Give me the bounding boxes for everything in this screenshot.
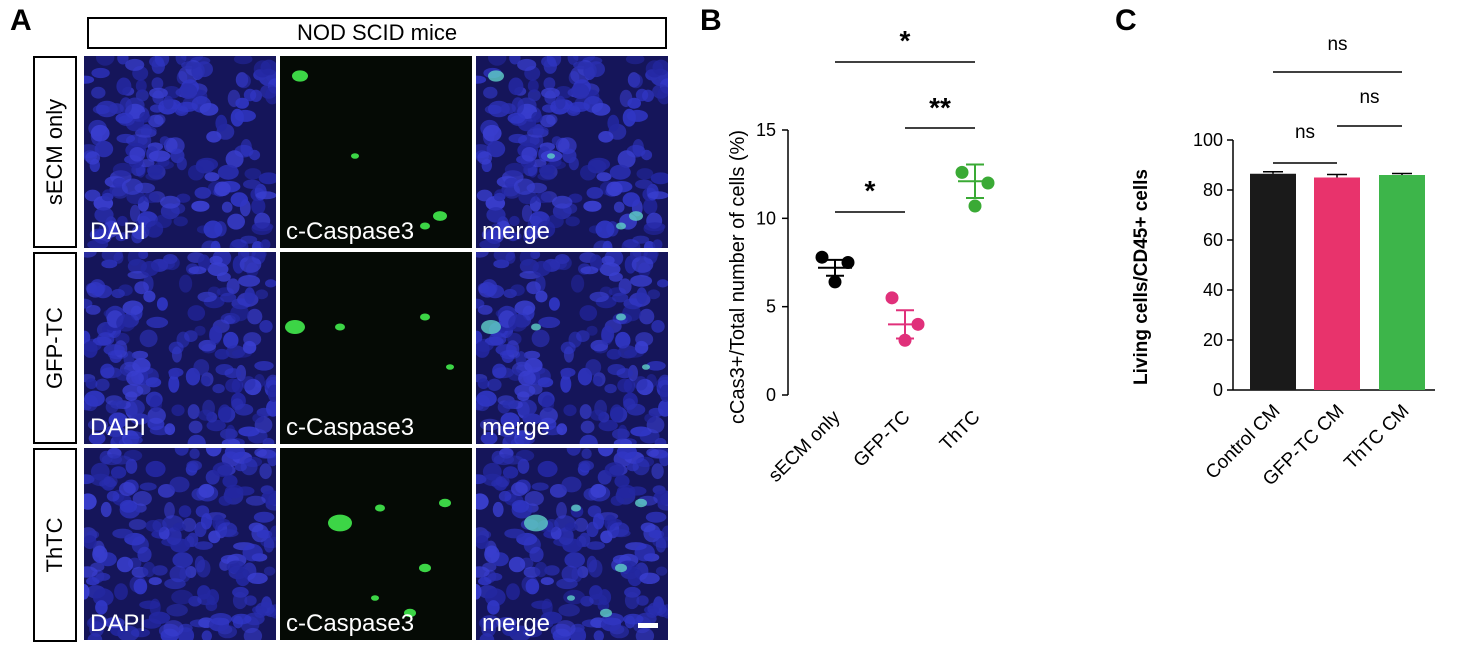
micrograph-dapi: DAPI (84, 56, 276, 248)
channel-label: merge (482, 414, 551, 441)
micrograph-caspase: c-Caspase3 (280, 252, 472, 444)
micrograph-image (280, 56, 472, 248)
c-y-tick-label: 0 (1213, 380, 1223, 400)
channel-label: DAPI (90, 610, 147, 637)
b-data-point (981, 176, 995, 190)
micrograph-merge: merge (476, 252, 668, 444)
micrograph-image (280, 252, 472, 444)
b-data-point (955, 165, 969, 179)
b-y-tick-label: 15 (756, 120, 776, 140)
c-bar (1379, 175, 1425, 390)
c-y-axis-label: Living cells/CD45+ cells (1131, 169, 1152, 385)
micrograph-image (476, 252, 668, 444)
c-x-tick-label: ThTC CM (1340, 401, 1413, 474)
micrograph-image (84, 56, 276, 248)
c-y-tick-label: 100 (1193, 130, 1223, 150)
micrograph-merge: merge (476, 448, 668, 640)
channel-label: DAPI (90, 414, 147, 441)
b-x-tick-label: GFP-TC (850, 407, 915, 472)
b-data-point (898, 333, 912, 347)
micrograph-dapi: DAPI (84, 252, 276, 444)
channel-label: c-Caspase3 (286, 610, 415, 637)
c-bar (1250, 173, 1296, 390)
c-significance-label: ns (1327, 34, 1347, 55)
micrograph-merge: merge (476, 56, 668, 248)
micrograph-dapi: DAPI (84, 448, 276, 640)
scale-bar (638, 623, 658, 628)
b-significance-label: * (865, 175, 876, 206)
channel-label: c-Caspase3 (286, 414, 415, 441)
row-label-gfp: GFP-TC (33, 252, 77, 444)
channel-label: c-Caspase3 (286, 218, 415, 245)
b-data-point (841, 256, 855, 269)
panel-c-label: C (1115, 4, 1137, 37)
panel-b-label: B (700, 4, 722, 37)
c-y-tick-label: 40 (1203, 280, 1223, 300)
channel-label: merge (482, 218, 551, 245)
b-data-point (968, 199, 982, 213)
micrograph-image (476, 56, 668, 248)
b-y-tick-label: 5 (766, 297, 776, 317)
micrograph-image (476, 448, 668, 640)
micrograph-image (84, 448, 276, 640)
row-label-secm: sECM only (33, 56, 77, 248)
b-data-point (911, 317, 925, 331)
channel-label: merge (482, 610, 551, 637)
row-label-thtc-text: ThTC (42, 517, 67, 573)
micrograph-caspase: c-Caspase3 (280, 448, 472, 640)
b-significance-label: * (900, 25, 911, 56)
b-data-point (885, 291, 899, 305)
row-label-thtc: ThTC (33, 448, 77, 642)
mouse-model-header: NOD SCID mice (87, 17, 667, 49)
c-y-tick-label: 80 (1203, 180, 1223, 200)
c-significance-label: ns (1295, 122, 1315, 143)
mouse-model-header-text: NOD SCID mice (296, 20, 458, 45)
b-x-tick-label: sECM only (765, 406, 845, 486)
b-x-tick-label: ThTC (936, 407, 984, 455)
row-label-gfp-text: GFP-TC (42, 307, 67, 389)
micrograph-caspase: c-Caspase3 (280, 56, 472, 248)
c-significance-label: ns (1359, 87, 1379, 108)
c-bar (1314, 177, 1360, 390)
b-data-point (815, 250, 829, 264)
row-label-secm-text: sECM only (42, 98, 67, 206)
b-significance-label: ** (929, 92, 951, 123)
b-y-tick-label: 10 (756, 208, 776, 228)
micrograph-image (280, 448, 472, 640)
channel-label: DAPI (90, 218, 147, 245)
c-y-tick-label: 20 (1203, 330, 1223, 350)
b-y-axis-label: cCas3+/Total number of cells (%) (727, 130, 749, 424)
c-y-tick-label: 60 (1203, 230, 1223, 250)
micrograph-image (84, 252, 276, 444)
panel-a-label: A (10, 4, 32, 37)
b-data-point (828, 275, 842, 289)
b-y-tick-label: 0 (766, 385, 776, 405)
